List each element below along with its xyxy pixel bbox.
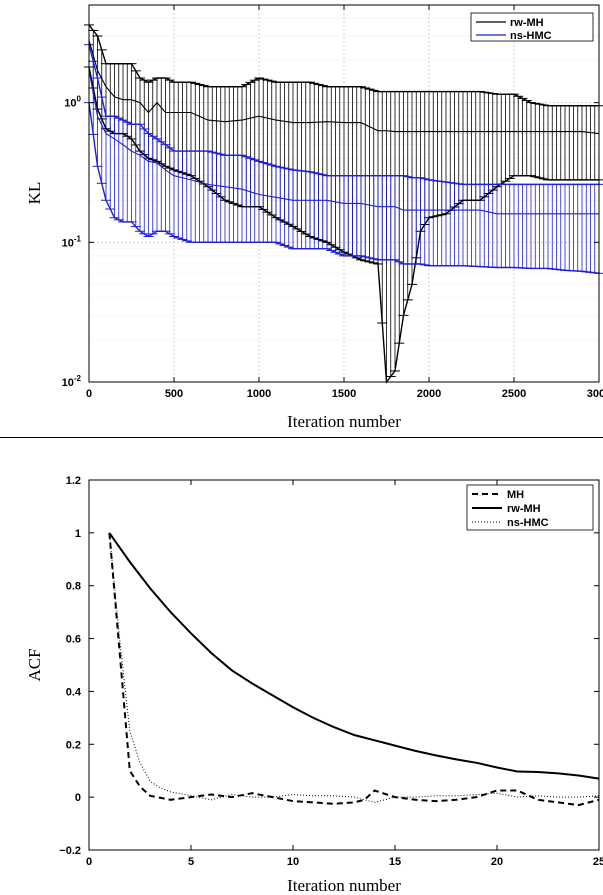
ns-hmc-upper-line bbox=[88, 44, 599, 186]
kl-y-tick-exponent: -2 bbox=[74, 374, 82, 383]
acf-series-line-mh bbox=[108, 532, 600, 807]
acf-y-tick-label: 1 bbox=[75, 528, 81, 540]
kl-x-tick-label: 1500 bbox=[332, 388, 356, 400]
rw-mh-upper-line bbox=[88, 24, 599, 107]
acf-x-tick-label: 25 bbox=[593, 856, 603, 868]
kl-y-axis-label: KL bbox=[25, 182, 44, 205]
kl-x-tick-label: 500 bbox=[165, 388, 183, 400]
kl-chart: 05001000150020002500300010010-110-2 Iter… bbox=[25, 4, 603, 431]
kl-y-tick-exponent: -1 bbox=[74, 234, 82, 243]
kl-y-tick-label: 10-2 bbox=[62, 374, 82, 389]
kl-legend-box bbox=[470, 12, 594, 42]
acf-y-tick-label: 0.6 bbox=[66, 634, 81, 646]
acf-x-tick-label: 15 bbox=[389, 856, 401, 868]
acf-x-tick-label: 0 bbox=[86, 856, 92, 868]
acf-y-tick-label: 0.2 bbox=[66, 739, 81, 751]
ns-hmc-mean-line bbox=[88, 70, 599, 215]
kl-y-tick-base: 10 bbox=[62, 237, 74, 249]
acf-y-tick-label: 0.8 bbox=[66, 581, 81, 593]
kl-x-tick-label: 3000 bbox=[587, 388, 603, 400]
acf-x-tick-label: 20 bbox=[491, 856, 503, 868]
acf-series-line-rw-mh bbox=[108, 532, 600, 780]
kl-ticks: 05001000150020002500300010010-110-2 bbox=[62, 5, 603, 400]
kl-lines bbox=[88, 24, 600, 384]
acf-legend-label: ns-HMC bbox=[507, 517, 549, 529]
acf-chart: 0 5 10 15 20 25 1.2 1 0.8 0.6 0.4 0.2 0 −0.2 Iteratio… bbox=[25, 475, 603, 895]
kl-y-tick-label: 10-1 bbox=[62, 234, 82, 249]
kl-x-tick-label: 0 bbox=[86, 388, 92, 400]
ns-hmc-lower-line bbox=[88, 102, 600, 274]
kl-y-tick-base: 10 bbox=[64, 98, 76, 110]
kl-x-tick-label: 2000 bbox=[417, 388, 441, 400]
acf-y-axis-label: ACF bbox=[25, 648, 44, 681]
kl-x-tick-label: 1000 bbox=[247, 388, 271, 400]
kl-y-tick-label: 100 bbox=[64, 95, 81, 110]
kl-legend-label: ns-HMC bbox=[510, 30, 552, 42]
acf-y-tick-label: 1.2 bbox=[66, 475, 81, 487]
acf-legend-label: rw-MH bbox=[507, 503, 541, 515]
kl-x-axis-label: Iteration number bbox=[287, 412, 401, 431]
kl-y-tick-exponent: 0 bbox=[77, 95, 82, 104]
rw-mh-mean-line bbox=[88, 40, 600, 135]
acf-legend-label: MH bbox=[507, 489, 524, 501]
acf-y-tick-label: −0.2 bbox=[59, 845, 81, 857]
kl-legend-label: rw-MH bbox=[510, 17, 544, 29]
acf-y-tick-label: 0.4 bbox=[66, 686, 82, 698]
acf-x-axis-label: Iteration number bbox=[287, 876, 401, 895]
acf-lines bbox=[108, 532, 600, 807]
acf-plot-area bbox=[89, 480, 599, 850]
rw-mh-lower-line bbox=[88, 66, 599, 384]
kl-x-tick-label: 2500 bbox=[502, 388, 526, 400]
kl-y-tick-base: 10 bbox=[62, 377, 74, 389]
acf-y-tick-label: 0 bbox=[75, 792, 81, 804]
acf-plot-frame bbox=[88, 479, 600, 851]
acf-ticks: 0 5 10 15 20 25 1.2 1 0.8 0.6 0.4 0.2 0 −0.2 bbox=[59, 475, 603, 868]
acf-x-tick-label: 5 bbox=[188, 856, 194, 868]
acf-legend: MH rw-MH ns-HMC bbox=[466, 484, 594, 531]
acf-x-tick-label: 10 bbox=[287, 856, 299, 868]
